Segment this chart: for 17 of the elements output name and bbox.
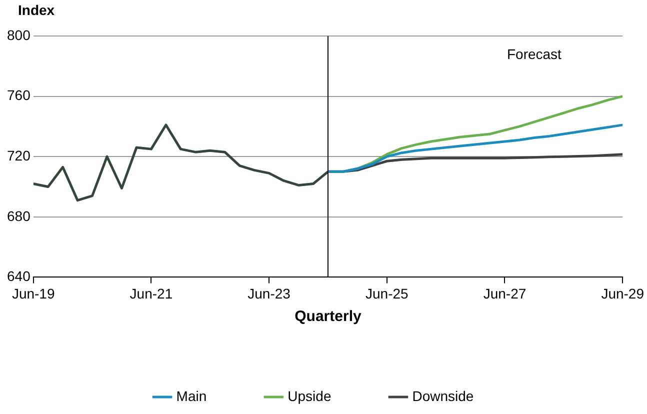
y-axis-title: Index [18, 2, 55, 18]
legend-label: Downside [412, 388, 474, 404]
y-tick-label: 720 [7, 147, 31, 164]
y-tick-label: 680 [7, 208, 31, 224]
x-tick-label: Jun-21 [130, 285, 173, 302]
x-tick-label: Jun-29 [601, 285, 644, 302]
legend-label: Upside [288, 388, 332, 404]
y-tick-label: 800 [7, 26, 31, 43]
y-tick-label: 640 [7, 268, 31, 284]
x-axis-title: Quarterly [294, 308, 362, 326]
x-tick-label: Jun-27 [483, 285, 526, 302]
annotation: Forecast [506, 46, 562, 62]
x-tick-label: Jun-19 [12, 285, 55, 302]
x-tick-label: Jun-23 [248, 285, 291, 302]
y-tick-label: 760 [7, 87, 31, 104]
x-tick-label: Jun-25 [365, 285, 409, 302]
legend-label: Main [176, 388, 207, 404]
